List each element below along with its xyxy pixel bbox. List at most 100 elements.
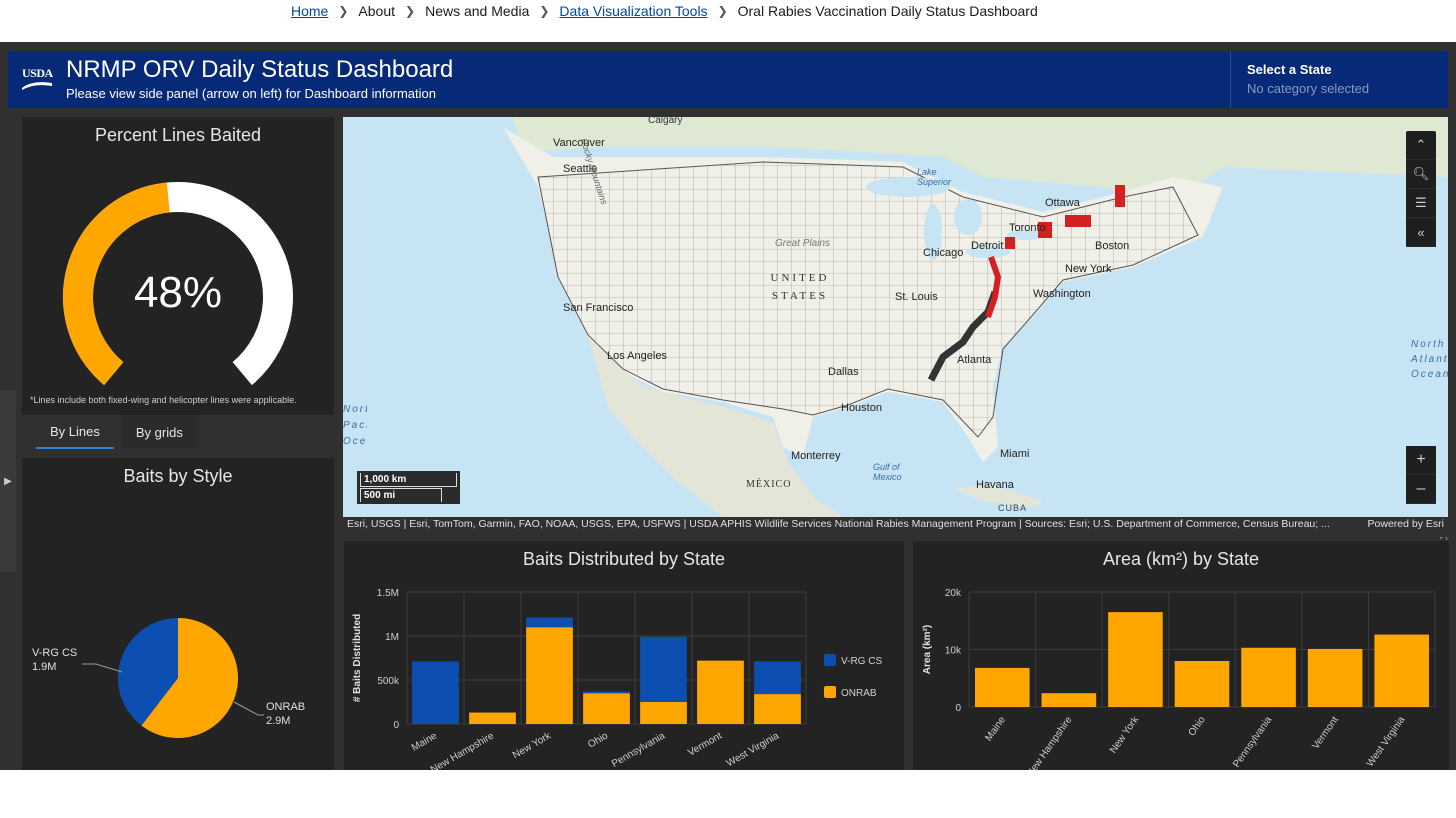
pie-leader-vrg bbox=[82, 663, 123, 673]
bar-vrgcs-west-virginia[interactable] bbox=[754, 661, 801, 695]
gauge-tabs: By Lines By grids bbox=[36, 415, 197, 449]
bar-onrab-ohio[interactable] bbox=[583, 693, 630, 724]
y-tick-label: 1M bbox=[385, 632, 399, 643]
breadcrumb-home[interactable]: Home bbox=[291, 3, 329, 19]
pie-slice-vrg[interactable] bbox=[118, 618, 178, 726]
y-axis-label: # Baits Distributed bbox=[352, 614, 363, 702]
x-tick-label: West Virginia bbox=[725, 730, 782, 769]
dashboard-subtitle: Please view side panel (arrow on left) f… bbox=[66, 86, 436, 101]
map-canvas bbox=[343, 117, 1448, 517]
bar-vermont[interactable] bbox=[1307, 648, 1363, 707]
map-label: Toronto bbox=[1009, 222, 1046, 234]
orv-zone-maine bbox=[1115, 185, 1125, 207]
gauge-panel: Percent Lines Baited 48% *Lines include … bbox=[22, 117, 334, 415]
bar-maine[interactable] bbox=[974, 667, 1030, 707]
breadcrumb-current-page: Oral Rabies Vaccination Daily Status Das… bbox=[737, 3, 1038, 19]
orv-zone-nh bbox=[1065, 215, 1091, 227]
lake-huron bbox=[954, 199, 982, 235]
pie-label-onrab: ONRAB bbox=[266, 701, 305, 713]
logo-swoosh-icon bbox=[22, 82, 52, 90]
bar-vrgcs-pennsylvania[interactable] bbox=[640, 636, 687, 702]
orv-zone-appalachian-red bbox=[985, 256, 1002, 318]
orv-zone-vt bbox=[1038, 222, 1052, 238]
dashboard: USDA NRMP ORV Daily Status Dashboard Ple… bbox=[0, 42, 1456, 770]
map-label: San Francisco bbox=[563, 302, 634, 314]
x-tick-label: New York bbox=[511, 730, 554, 761]
area-by-state-chart: 0 10k 20k Area (km²) Maine New Hampshire New Y… bbox=[922, 588, 1436, 770]
pie-chart: V-RG CS 1.9M ONRAB 2.9M bbox=[32, 618, 305, 738]
map-label: Monterrey bbox=[791, 450, 841, 462]
map-label: Chicago bbox=[923, 247, 964, 259]
x-tick-label: Pennsylvania bbox=[610, 730, 667, 769]
map-toolbar: ⌃ 🔍︎ ☰ « bbox=[1406, 131, 1436, 247]
x-tick-label: New York bbox=[1108, 714, 1142, 756]
baits-by-state-panel: Baits Distributed by State 0 500k 1M 1.5M # … bbox=[344, 541, 904, 770]
pie-value-onrab: 2.9M bbox=[266, 715, 290, 727]
scale-mi: 500 mi bbox=[360, 488, 442, 502]
map-label: Dallas bbox=[828, 366, 859, 378]
zoom-out-button[interactable]: – bbox=[1406, 475, 1436, 504]
bar-vrgcs-ohio[interactable] bbox=[583, 691, 630, 694]
legend-label: V-RG CS bbox=[841, 656, 882, 667]
legend-icon[interactable]: ☰ bbox=[1406, 189, 1436, 218]
y-tick-label: 1.5M bbox=[377, 588, 399, 599]
x-tick-label: Maine bbox=[410, 730, 439, 753]
map-label: North Pacific Ocean bbox=[343, 404, 367, 447]
map-label: Seattle bbox=[563, 163, 598, 175]
state-selector-label: Select a State bbox=[1247, 62, 1332, 77]
zoom-in-button[interactable]: + bbox=[1406, 446, 1436, 475]
bar-new-hampshire[interactable] bbox=[1041, 693, 1097, 707]
x-tick-label: Vermont bbox=[686, 730, 724, 758]
scale-km: 1,000 km bbox=[360, 473, 457, 487]
chevron-right-icon: ❯ bbox=[539, 4, 550, 18]
back-icon[interactable]: « bbox=[1406, 218, 1436, 247]
bar-onrab-new-hampshire[interactable] bbox=[469, 712, 516, 724]
map-view[interactable]: Calgary Vancouver Seattle Ottawa Lake Su… bbox=[343, 117, 1448, 517]
map-label: Great Plains bbox=[775, 238, 831, 249]
chevron-right-icon: ❯ bbox=[338, 4, 349, 18]
legend-swatch bbox=[824, 654, 836, 666]
gauge-fill bbox=[63, 182, 171, 386]
map-label: Vancouver bbox=[553, 137, 605, 149]
breadcrumb: Home ❯ About ❯ News and Media ❯ Data Vis… bbox=[291, 0, 1038, 22]
state-selector-value: No category selected bbox=[1247, 81, 1370, 96]
bar-ohio[interactable] bbox=[1174, 661, 1230, 707]
y-tick-label: 20k bbox=[945, 588, 962, 599]
tab-by-grids[interactable]: By grids bbox=[121, 415, 197, 449]
bar-west-virginia[interactable] bbox=[1374, 634, 1430, 707]
breadcrumb-news-and-media[interactable]: News and Media bbox=[425, 3, 530, 19]
tab-by-lines[interactable]: By Lines bbox=[36, 415, 114, 449]
gauge-title: Percent Lines Baited bbox=[94, 125, 262, 145]
breadcrumb-data-visualization-tools[interactable]: Data Visualization Tools bbox=[559, 3, 708, 19]
map-label: Houston bbox=[841, 402, 882, 414]
map-label: Gulf of Mexico bbox=[873, 462, 902, 482]
pie-panel: Baits by Style V-RG CS 1.9M ONRAB 2.9M bbox=[22, 458, 334, 770]
land-cuba bbox=[953, 485, 1043, 507]
y-axis-label: Area (km²) bbox=[922, 625, 933, 674]
map-label: Lake Superior bbox=[917, 167, 952, 187]
bar-pennsylvania[interactable] bbox=[1241, 647, 1296, 707]
bar-onrab-new-york[interactable] bbox=[526, 627, 573, 724]
y-tick-label: 500k bbox=[377, 676, 400, 687]
map-label: Calgary bbox=[648, 117, 683, 126]
pie-label-vrg: V-RG CS bbox=[32, 647, 77, 659]
pie-slice-onrab[interactable] bbox=[141, 618, 239, 738]
bar-vrgcs-maine[interactable] bbox=[412, 661, 459, 724]
x-tick-label: Vermont bbox=[1311, 715, 1341, 752]
breadcrumb-about[interactable]: About bbox=[358, 3, 396, 19]
bar-onrab-vermont[interactable] bbox=[697, 660, 744, 724]
powered-by-esri[interactable]: Powered by Esri bbox=[1359, 518, 1444, 530]
bar-new-york[interactable] bbox=[1108, 612, 1163, 707]
bar-onrab-pennsylvania[interactable] bbox=[640, 702, 687, 724]
side-panel-toggle[interactable]: ▶ bbox=[0, 390, 16, 572]
collapse-icon[interactable]: ⌃ bbox=[1406, 131, 1436, 160]
bar-onrab-west-virginia[interactable] bbox=[754, 694, 801, 724]
map-label: North Atlantic Ocean bbox=[1411, 339, 1448, 380]
gauge-chart: 48% bbox=[63, 182, 293, 386]
land-mexico bbox=[588, 337, 843, 517]
bar-vrgcs-new-york[interactable] bbox=[526, 617, 573, 628]
gauge-value: 48% bbox=[134, 268, 222, 317]
state-selector[interactable]: Select a State No category selected bbox=[1230, 51, 1448, 108]
search-icon[interactable]: 🔍︎ bbox=[1406, 160, 1436, 189]
